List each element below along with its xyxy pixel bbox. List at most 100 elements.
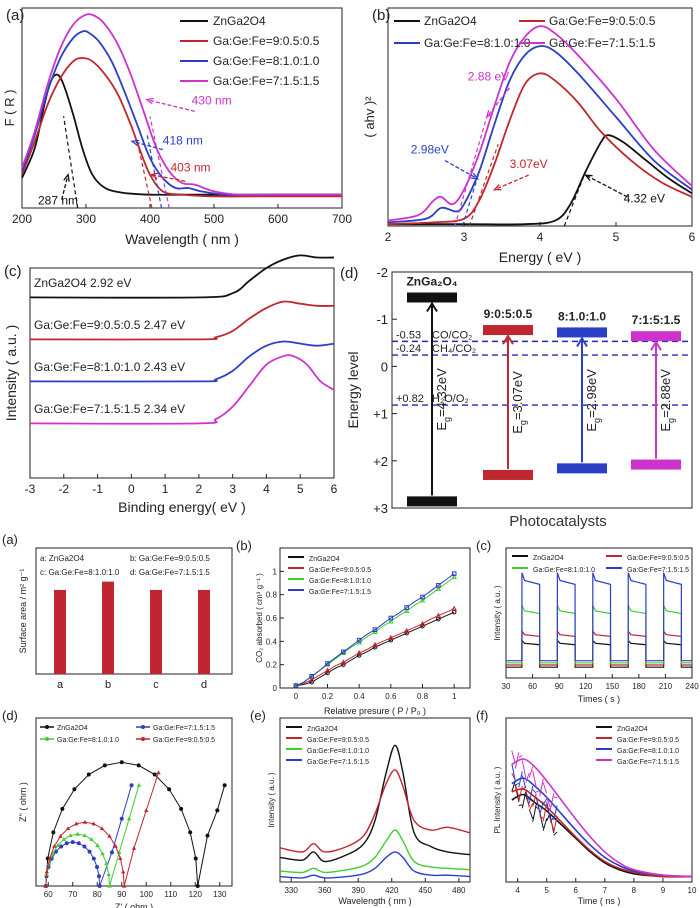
arrow-head [485,110,494,119]
series-line [279,829,471,874]
x-axis-label: Time ( ns ) [578,896,621,906]
data-point [451,574,458,580]
curve-label: Ga:Ge:Fe=7:1.5:1.5 2.34 eV [34,402,185,416]
panel-a_top: 200 300 400 500 600 700 Wavelength ( nm ) F ( R… [2,7,352,247]
legend-label: Ga:Ge:Fe=7:1.5:1.5 [213,74,320,88]
data-point [52,843,57,848]
legend-label: Ga:Ge:Fe=8:1.0:1.0 [213,54,320,68]
material-name: ZnGa₂O₄ [406,274,457,288]
bar [198,590,210,674]
legend-label: a: ZnGa2O4 [40,554,85,563]
data-point [86,772,91,777]
panel-b_bot: 0 0.2 0.4 0.6 0.8 1 0 0.2 0.4 0.6 0.8 1 Relative pre… [236,538,471,716]
data-point [451,605,458,611]
conduction-band [557,327,607,338]
legend-label: Ga:Ge:Fe=8:1.0:1.0 [424,36,531,50]
legend-label: Ga:Ge:Fe=9:0.5:0.5 [307,737,369,744]
x-tick-label: 60 [528,682,537,691]
conduction-band [407,292,457,303]
potential-value: -0.53 [396,329,421,341]
data-point [47,856,52,860]
series-line [21,13,342,196]
data-point [72,787,77,792]
series-line [511,758,693,878]
series-line [29,354,335,425]
arrow-head [130,139,140,147]
series-line [387,72,693,226]
curve-label: Ga:Ge:Fe=9:0.5:0.5 2.47 eV [34,318,185,332]
noise-segment [542,803,548,822]
arrow-head [63,173,70,182]
plot-frame [391,271,693,509]
data-point [195,884,200,888]
noise-segment [521,775,527,789]
valence-band [557,463,607,474]
legend-label: Ga:Ge:Fe=7:1.5:1.5 [153,725,215,732]
x-tick-label: 210 [659,682,673,691]
annotation-label: 2.98eV [411,142,449,156]
y-axis-label: Z" ( ohm ) [18,782,28,822]
legend-label: ZnGa2O4 [424,14,477,28]
data-point [75,831,80,836]
x-tick-label: 0.6 [385,692,397,701]
tangent-line [468,144,499,227]
data-point [403,607,410,613]
panel-e_bot: 330 360 390 420 450 480 Wavelength ( nm ) Inten… [250,708,471,906]
x-tick-label: 9 [661,886,666,895]
gap-subscript: g [666,418,676,423]
panel-label: (b) [372,7,390,24]
x-tick-label: 90 [117,890,126,899]
annotation-arrow [61,174,69,200]
legend-label: Ga:Ge:Fe=7:1.5:1.5 [549,36,656,50]
legend-label: Ga:Ge:Fe=9:0.5:0.5 [617,737,679,744]
y-axis-label: Surface area / m² g⁻¹ [18,569,28,654]
data-point [55,843,60,848]
data-point [144,808,149,812]
noise-segment [518,771,523,788]
x-tick-label: 5 [297,482,304,496]
noise-segment [549,793,555,811]
noise-segment [532,793,537,807]
bar [150,590,162,674]
noise-segment [518,785,523,802]
noise-segment [511,763,516,782]
data-point [95,864,100,869]
gap-symbol: E [434,422,449,431]
x-tick-label: 400 [140,212,160,226]
data-point [356,637,362,643]
x-tick-label: c [153,679,159,691]
conduction-band [631,331,681,342]
panel-label: (d) [340,265,358,282]
arrow-head [576,336,588,347]
x-axis-label: Times ( s ) [578,694,620,704]
data-point [309,674,314,679]
series-line [388,134,693,226]
noise-segment [539,815,544,819]
data-point [121,869,126,874]
noise-segment [535,796,541,813]
annotation-label: 287 nm [38,194,78,208]
noise-segment [518,804,523,807]
annotation-label: 418 nm [163,134,203,148]
x-tick-label: 180 [632,682,646,691]
x-axis-label: Relative presure ( P / P₀ ) [324,706,426,716]
arrow-head [149,172,159,180]
series-line [21,30,342,196]
tangent-line [136,141,153,209]
y-axis-label: Intensity ( a.u. ) [3,325,19,421]
annotation-arrow [494,174,529,191]
gap-symbol: E [658,423,673,432]
data-point [99,826,105,831]
data-point [404,605,409,610]
noise-segment [532,770,537,788]
gap-value: =3.07eV [510,371,525,420]
x-tick-label: 2 [385,230,392,244]
x-tick-label: 6 [574,886,579,895]
arrow-head [145,97,154,105]
noise-segment [553,796,558,799]
series-line [387,25,693,222]
y-tick-label: 0 [381,359,388,374]
potential-label: CO/CO₂ [432,329,472,341]
data-point [70,840,75,845]
